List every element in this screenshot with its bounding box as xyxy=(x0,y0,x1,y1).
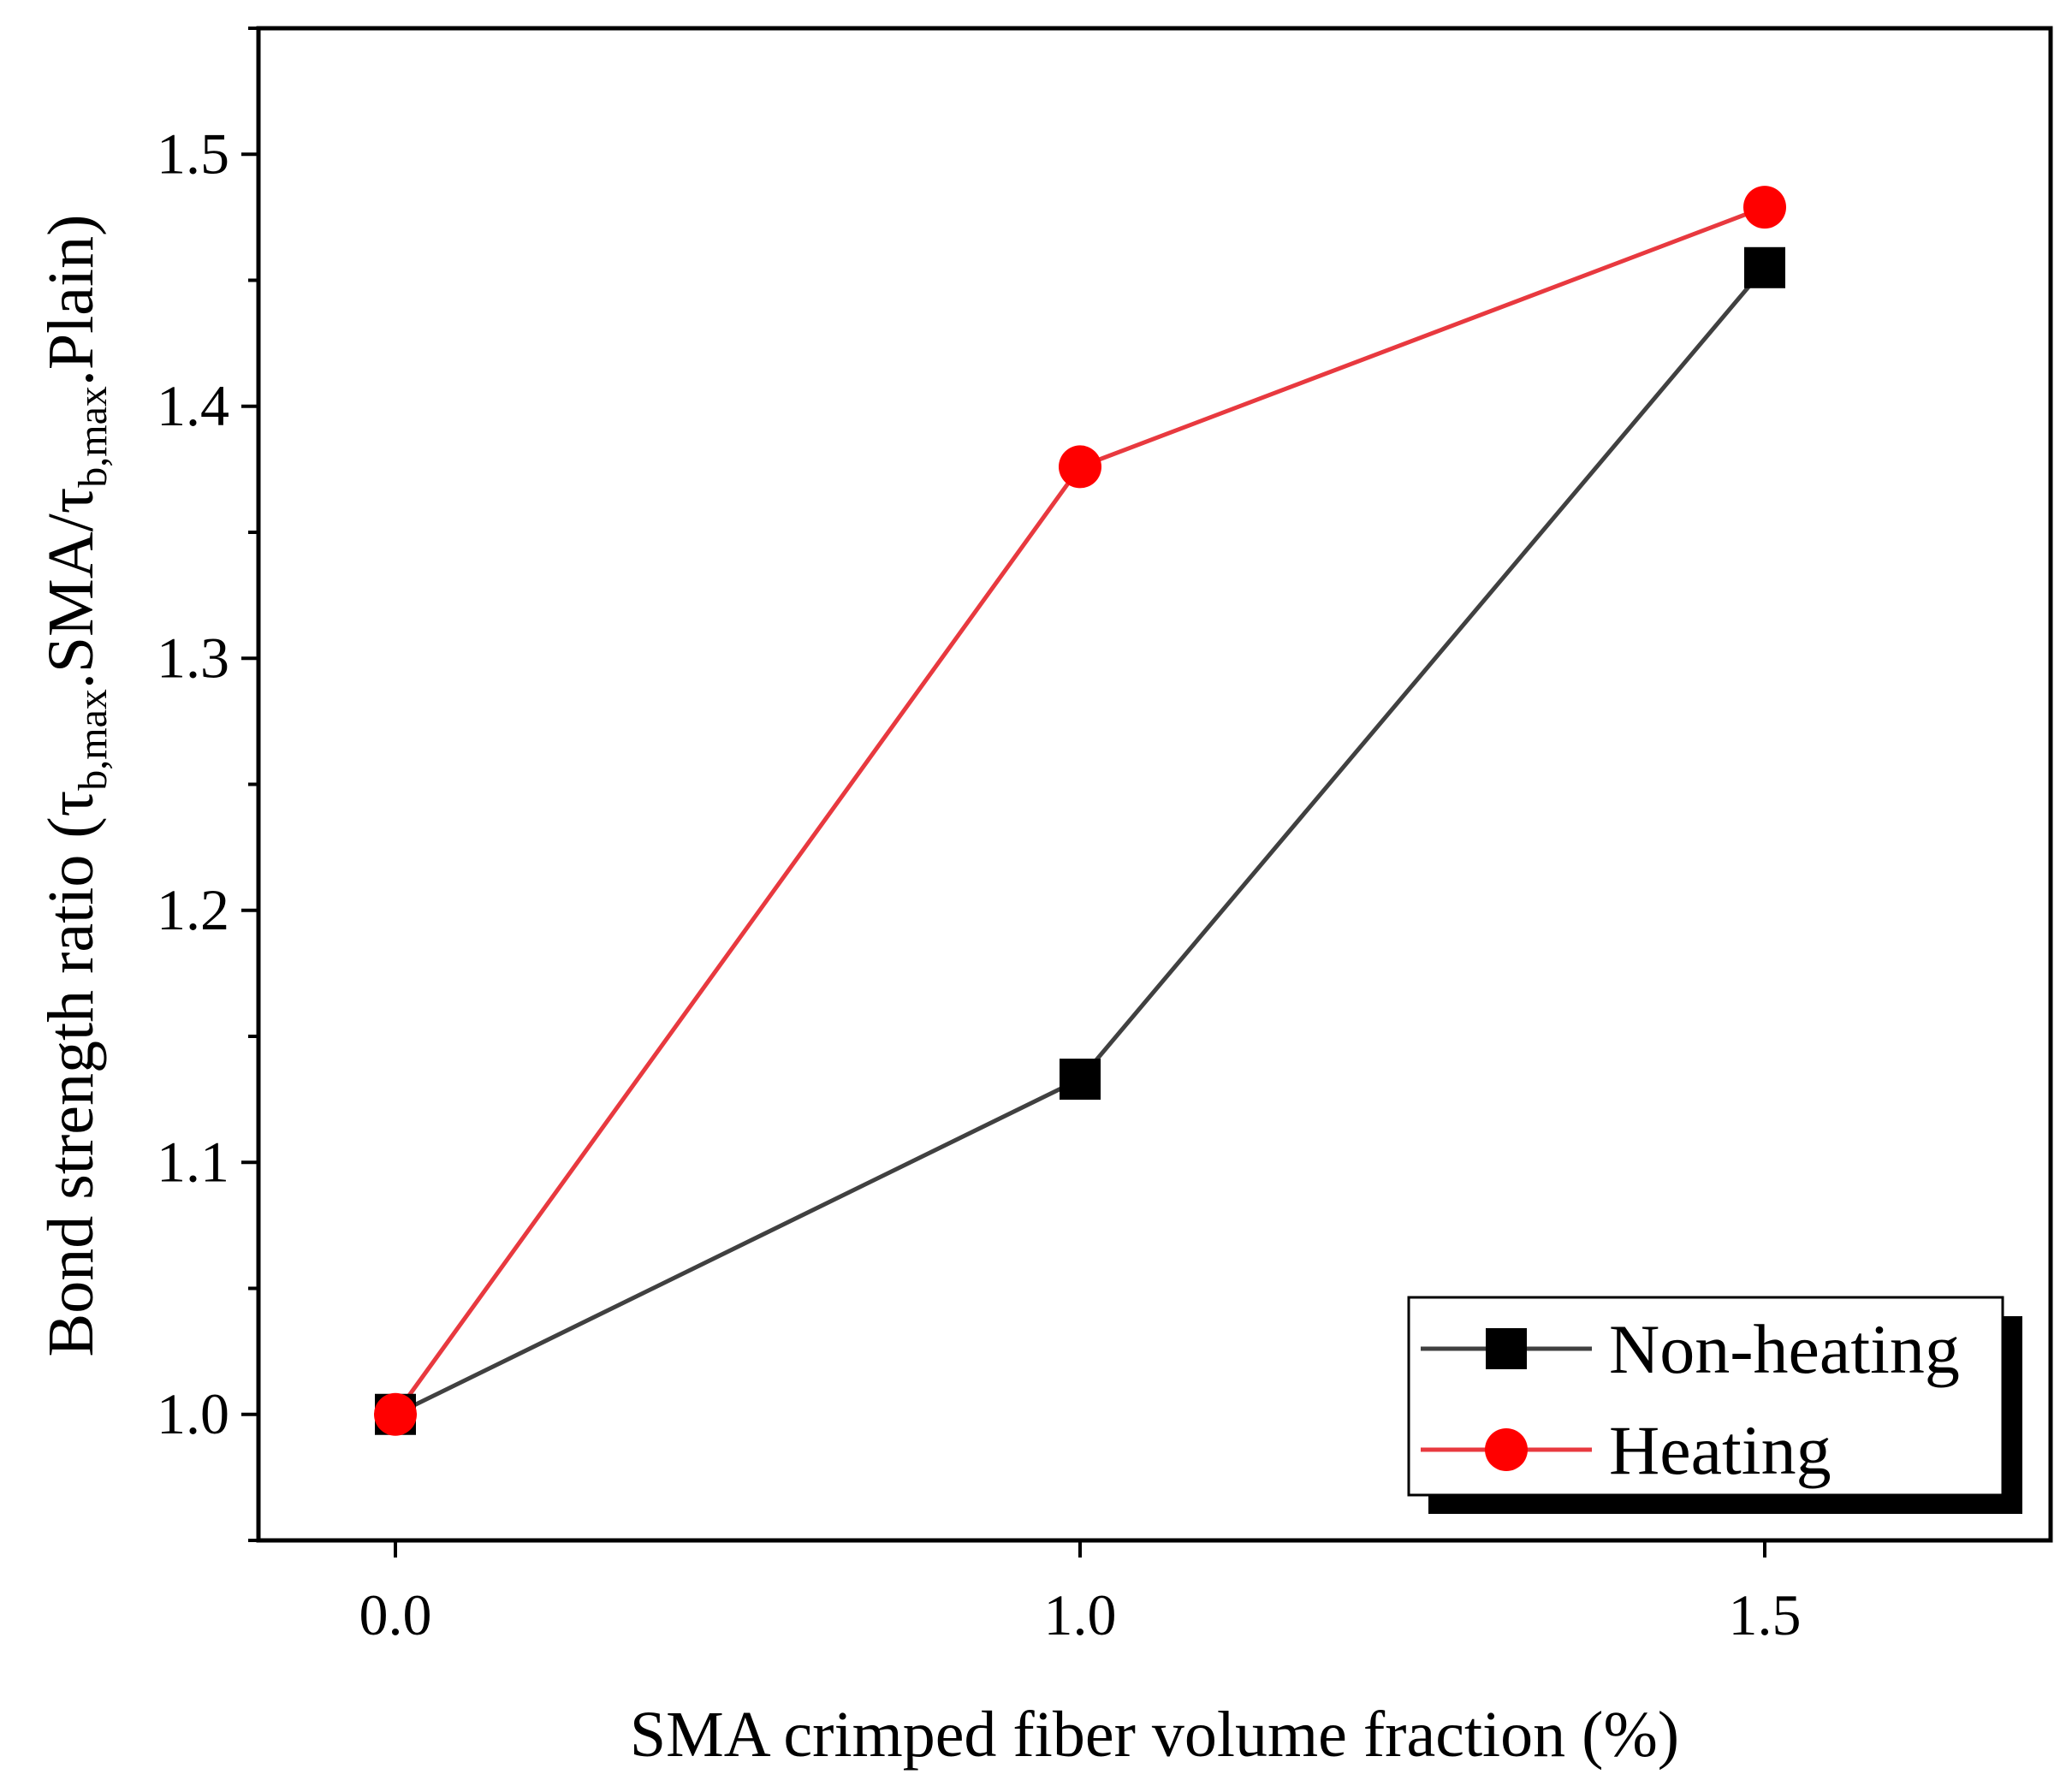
legend-marker-circle xyxy=(1485,1428,1528,1471)
y-tick-label: 1.3 xyxy=(157,625,229,690)
y-tick-label: 1.0 xyxy=(157,1381,229,1446)
series-line-heating xyxy=(393,205,1766,1416)
x-tick-label: 1.0 xyxy=(1044,1582,1117,1647)
y-axis-label: Bond strength ratio (τb,max.SMA/τb,max.P… xyxy=(35,215,116,1357)
data-point-circle xyxy=(1743,186,1786,229)
y-tick-label: 1.4 xyxy=(157,373,229,438)
y-tick-label: 1.2 xyxy=(157,877,229,942)
data-point-circle xyxy=(374,1392,417,1436)
legend-label-non-heating: Non-heating xyxy=(1609,1310,1960,1388)
y-tick-label: 1.1 xyxy=(157,1129,229,1194)
y-tick-label: 1.5 xyxy=(157,121,229,186)
data-point-circle xyxy=(1059,445,1101,489)
y-axis: 1.0 1.1 1.2 1.3 1.4 1.5 xyxy=(157,27,258,1542)
legend-item-heating: Heating xyxy=(1421,1411,1831,1489)
y-label-end: .Plain) xyxy=(35,215,107,387)
data-point-square xyxy=(1060,1059,1101,1101)
x-tick-label: 0.0 xyxy=(359,1582,432,1647)
legend: Non-heating Heating xyxy=(1407,1296,2022,1514)
legend-marker-square xyxy=(1486,1328,1527,1369)
y-label-tau-1: τ xyxy=(35,791,107,817)
y-label-mid: .SMA/ xyxy=(35,513,107,689)
x-axis-label: SMA crimped fiber volume fraction (%) xyxy=(630,1699,1679,1771)
y-label-sub-2: b,max xyxy=(70,386,116,488)
y-label-sub-1: b,max xyxy=(70,689,116,791)
series-line-non-heating xyxy=(394,266,1766,1416)
legend-label-heating: Heating xyxy=(1609,1411,1831,1489)
legend-item-non-heating: Non-heating xyxy=(1421,1310,1960,1388)
y-label-tau-2: τ xyxy=(35,488,107,514)
y-label-prefix: Bond strength ratio ( xyxy=(35,816,107,1356)
series-layer xyxy=(374,186,1786,1436)
x-axis: 0.0 1.0 1.5 xyxy=(359,1540,1802,1647)
x-tick-label: 1.5 xyxy=(1729,1582,1802,1647)
data-point-square xyxy=(1744,246,1785,288)
